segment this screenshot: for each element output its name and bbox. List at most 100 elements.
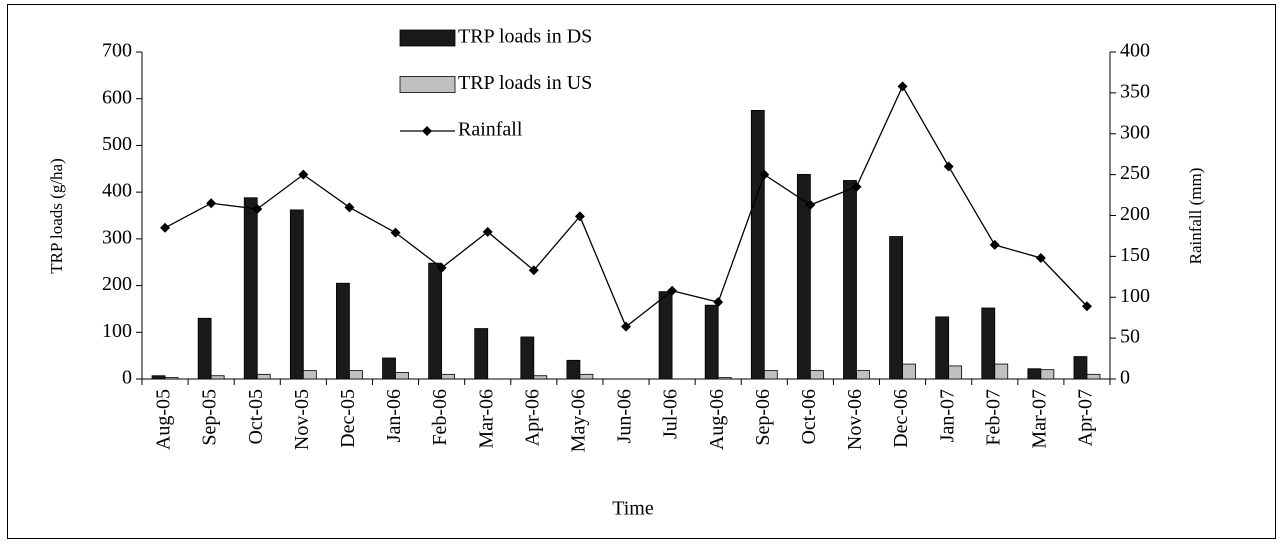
- x-tick-label: Feb-06: [429, 389, 451, 446]
- bar: [809, 370, 824, 380]
- x-tick-label: Sep-05: [199, 389, 221, 446]
- marker: [160, 222, 171, 233]
- x-tick-label: Aug-06: [706, 389, 728, 450]
- bar: [533, 375, 548, 380]
- bar: [1027, 368, 1042, 380]
- bar: [349, 370, 363, 380]
- x-tick-label: Jan-07: [936, 389, 958, 442]
- marker: [390, 227, 401, 238]
- x-tick-label: Oct-05: [245, 389, 267, 445]
- marker: [1081, 301, 1092, 312]
- bar: [704, 304, 719, 380]
- bar: [395, 372, 409, 380]
- y2-tick-label: 100: [1120, 285, 1150, 307]
- bar: [428, 262, 443, 380]
- y-tick-label: 500: [102, 133, 132, 155]
- marker: [759, 169, 770, 180]
- x-tick-label: Oct-06: [798, 389, 820, 445]
- chart-border: [7, 4, 1276, 539]
- y-tick-label: 200: [102, 273, 132, 295]
- y2-tick-label: 350: [1120, 80, 1150, 102]
- legend-swatch: [399, 29, 456, 47]
- bar: [197, 317, 212, 380]
- y-tick-label: 0: [122, 367, 132, 389]
- y-tick-label: 600: [102, 86, 132, 108]
- y2-tick-label: 150: [1120, 244, 1150, 266]
- bar: [289, 209, 304, 380]
- bar: [902, 363, 916, 380]
- marker: [851, 181, 862, 192]
- y2-tick-label: 300: [1120, 121, 1150, 143]
- bar: [243, 197, 258, 380]
- marker: [1035, 253, 1046, 264]
- marker: [252, 203, 263, 214]
- y2-tick-label: 0: [1120, 367, 1130, 389]
- marker: [482, 226, 493, 237]
- x-tick-label: Apr-06: [521, 389, 543, 446]
- bar: [210, 375, 225, 380]
- x-tick-label: Apr-07: [1075, 389, 1097, 446]
- y-tick-label: 700: [102, 40, 132, 62]
- marker: [574, 211, 585, 222]
- bar: [981, 307, 996, 380]
- legend-label: TRP loads in US: [458, 72, 592, 94]
- x-tick-label: Jun-06: [614, 389, 636, 443]
- marker: [713, 297, 724, 308]
- marker: [943, 161, 954, 172]
- bar: [151, 375, 166, 380]
- marker: [528, 265, 539, 276]
- x-tick-label: Mar-07: [1028, 389, 1050, 449]
- bar: [441, 373, 456, 380]
- bar: [566, 359, 581, 380]
- bar: [935, 316, 950, 380]
- marker: [298, 169, 309, 180]
- marker: [206, 198, 217, 209]
- bar: [796, 173, 811, 380]
- x-tick-label: May-06: [567, 389, 589, 452]
- x-tick-label: Nov-06: [844, 389, 866, 450]
- y2-tick-label: 250: [1120, 162, 1150, 184]
- x-tick-label: Jul-06: [660, 389, 682, 439]
- bar: [856, 370, 870, 380]
- y2-tick-label: 200: [1120, 203, 1150, 225]
- bar: [843, 180, 857, 380]
- bar: [302, 370, 317, 380]
- marker: [621, 321, 631, 332]
- y-tick-label: 400: [102, 180, 132, 202]
- bar: [579, 373, 594, 380]
- y-tick-label: 100: [102, 320, 132, 342]
- x-tick-label: Sep-06: [752, 389, 774, 446]
- y-tick-label: 300: [102, 226, 132, 248]
- bar: [1073, 356, 1088, 380]
- bar: [658, 291, 673, 380]
- x-tick-label: Nov-05: [291, 389, 313, 450]
- bar: [256, 373, 271, 380]
- marker: [989, 239, 1000, 250]
- bar: [474, 328, 489, 380]
- marker: [897, 81, 908, 92]
- y-axis-title: TRP loads (g/ha): [47, 158, 66, 274]
- x-tick-label: Feb-07: [982, 389, 1004, 446]
- bar: [520, 336, 535, 380]
- marker: [436, 262, 447, 273]
- x-tick-label: Mar-06: [475, 389, 497, 449]
- y2-tick-label: 50: [1120, 326, 1140, 348]
- x-axis-title: Time: [612, 498, 654, 520]
- y2-tick-label: 400: [1120, 40, 1150, 62]
- bar: [1040, 369, 1055, 380]
- bar: [763, 370, 778, 380]
- x-tick-label: Jan-06: [383, 389, 405, 442]
- bar: [382, 357, 396, 380]
- legend-label: Rainfall: [458, 119, 523, 141]
- x-tick-label: Aug-05: [153, 389, 175, 450]
- bar: [994, 363, 1009, 380]
- bar: [336, 282, 350, 380]
- bar: [889, 236, 903, 380]
- marker: [344, 202, 355, 213]
- marker: [667, 285, 678, 296]
- legend-marker: [422, 126, 432, 136]
- legend-swatch: [399, 76, 456, 93]
- bar: [1086, 373, 1101, 380]
- x-tick-label: Dec-06: [890, 389, 912, 448]
